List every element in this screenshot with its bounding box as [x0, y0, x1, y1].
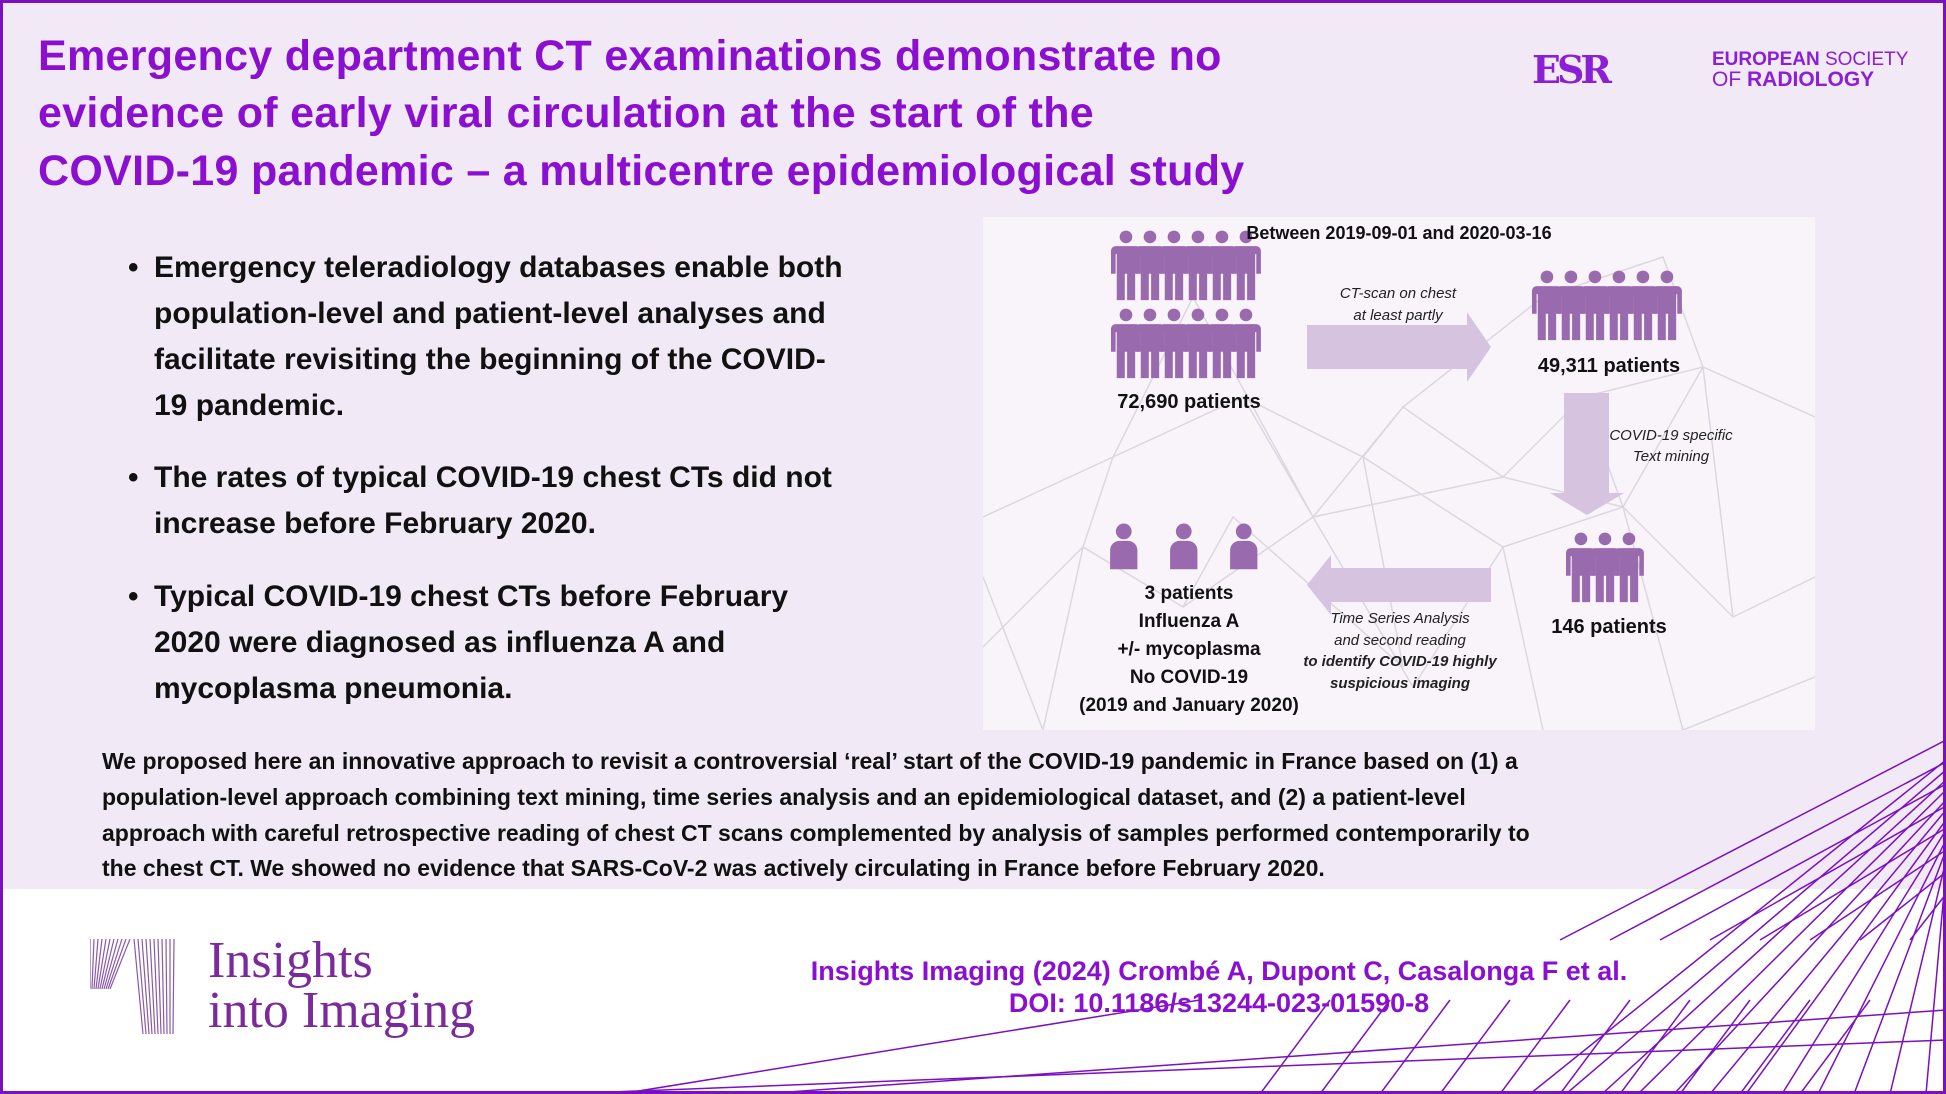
esr-logo-mark: ESR [1532, 47, 1612, 92]
step1-count: 72,690 patients [1117, 391, 1261, 413]
esr-logo-text-line1: EUROPEAN SOCIETY [1712, 49, 1909, 70]
arrow3-label: and second reading [1334, 632, 1466, 649]
arrow1-label: CT-scan on chest [1339, 285, 1457, 302]
network-background [983, 230, 1815, 730]
person-bust-icon [1110, 523, 1138, 570]
person-icon [1614, 532, 1644, 603]
study-period: Between 2019-09-01 and 2020-03-16 [1246, 223, 1552, 243]
title-line: Emergency department CT examinations dem… [38, 32, 1222, 80]
journal-logo-mark [90, 939, 175, 1035]
arrow3-label: Time Series Analysis [1330, 610, 1470, 627]
doi[interactable]: DOI: 10.1186/s13244-023-01590-8 [1008, 988, 1430, 1018]
arrow1-label: at least partly [1353, 307, 1443, 324]
arrow2-label: COVID-19 specific [1609, 427, 1733, 444]
arrow3-label: to identify COVID-19 highly [1303, 653, 1497, 670]
summary-line: approach with careful retrospective read… [102, 820, 1530, 846]
citation: Insights Imaging (2024) Crombé A, Dupont… [810, 956, 1628, 986]
arrow-left [1307, 555, 1491, 615]
esr-logo: ESR EUROPEAN SOCIETY OF RADIOLOGY [1532, 47, 1908, 92]
person-icon [1231, 308, 1261, 379]
step4-result: 3 patients Influenza A +/- mycoplasma No CO… [1079, 583, 1299, 716]
summary-line: population-level approach combining text… [102, 784, 1466, 810]
arrow2-label: Text mining [1632, 448, 1710, 465]
arrow3-label: suspicious imaging [1329, 675, 1471, 692]
summary-line: We proposed here an innovative approach … [102, 748, 1518, 774]
person-icon [1652, 270, 1682, 341]
summary-line: the chest CT. We showed no evidence that… [102, 855, 1325, 881]
insights-into-imaging-logo: Insights into Imaging [90, 935, 520, 1045]
arrow-down [1550, 393, 1624, 515]
step3-count: 146 patients [1551, 616, 1667, 638]
person-bust-icon [1230, 523, 1258, 570]
step2-count: 49,311 patients [1537, 355, 1681, 377]
title-line: COVID-19 pandemic – a multicentre epidem… [38, 147, 1245, 195]
title-line: evidence of early viral circulation at t… [38, 89, 1094, 137]
person-bust-icon [1170, 523, 1198, 570]
arrow-right [1307, 312, 1491, 382]
study-flow-diagram: Between 2019-09-01 and 2020-03-16 72,690… [983, 217, 1815, 730]
esr-logo-text-line2: OF RADIOLOGY [1712, 68, 1875, 91]
